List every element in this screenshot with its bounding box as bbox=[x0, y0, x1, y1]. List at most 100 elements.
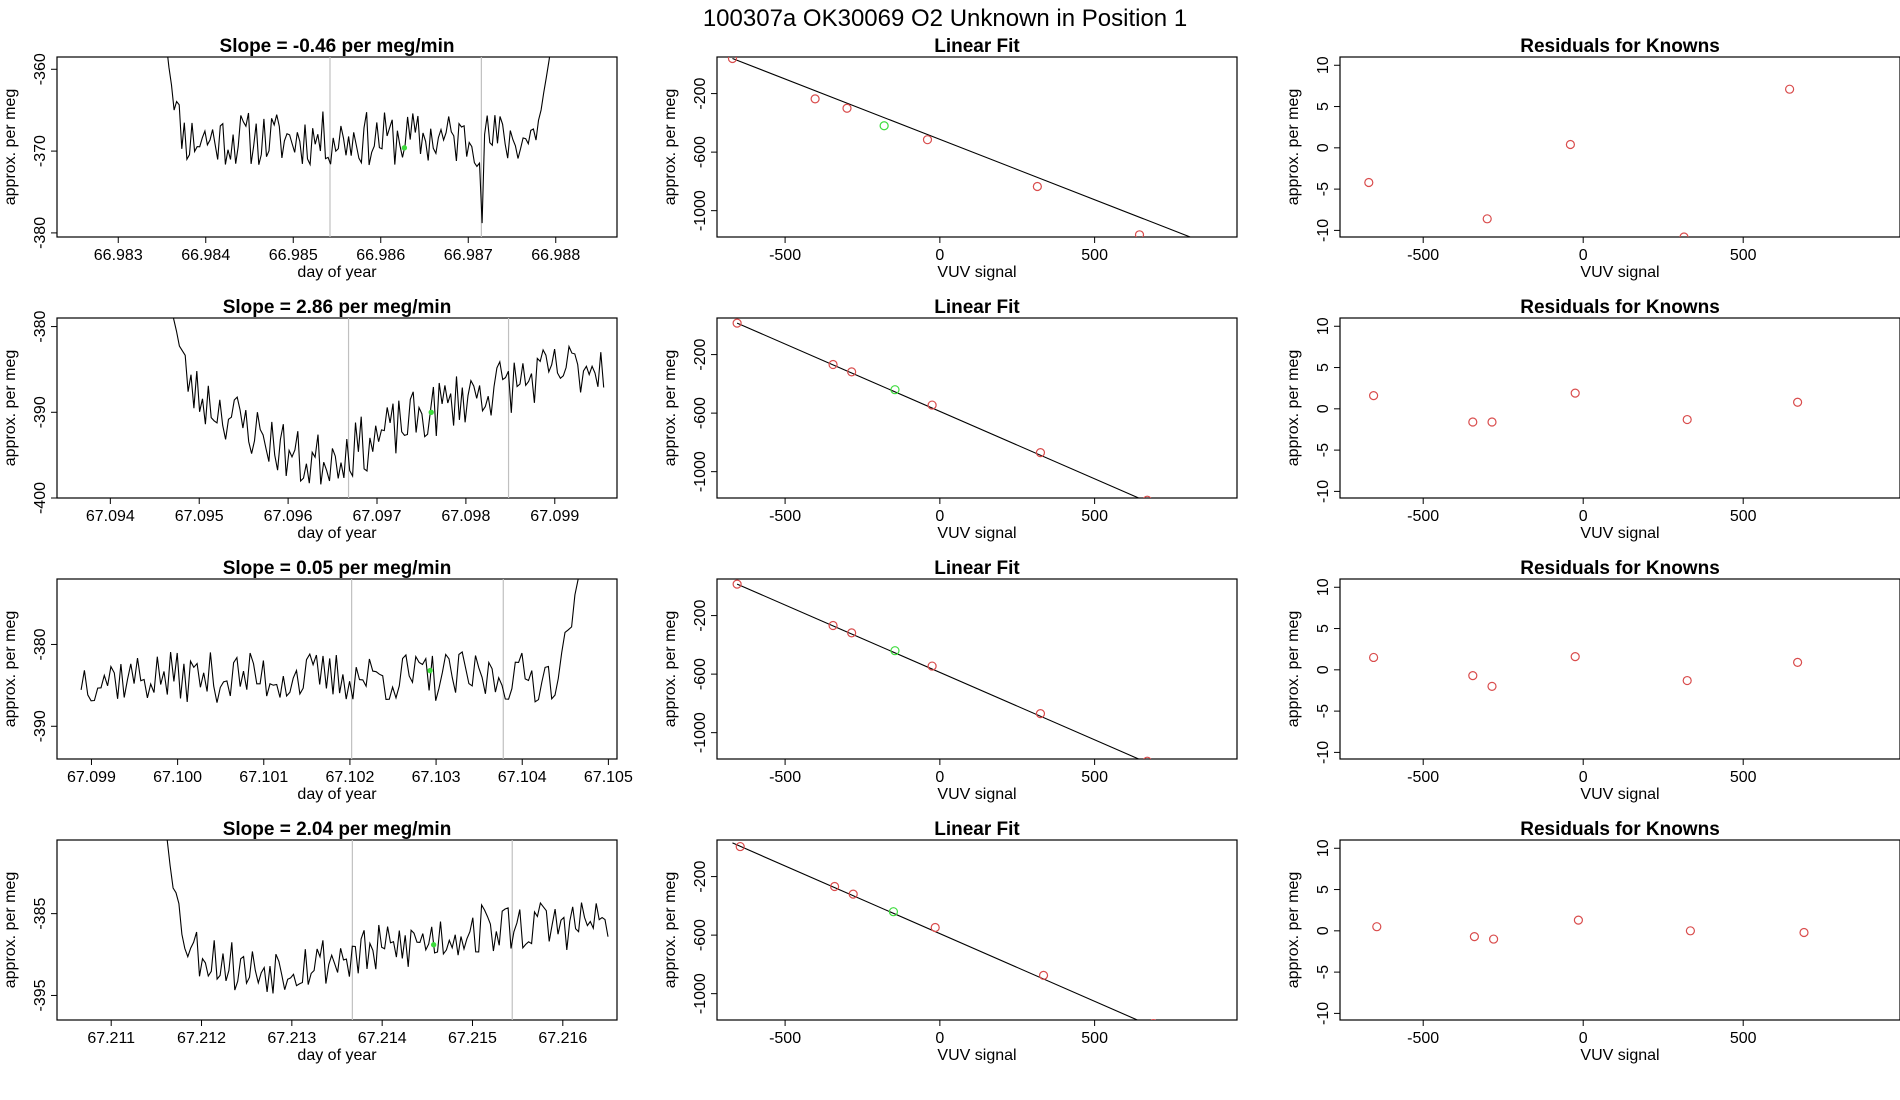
plot-area bbox=[732, 841, 1157, 1020]
y-axis-label: approx. per meg bbox=[662, 611, 679, 728]
y-tick-label: 0 bbox=[1315, 926, 1332, 935]
plot-area bbox=[80, 579, 579, 759]
plot-area bbox=[166, 840, 609, 1020]
x-tick-label: 67.215 bbox=[448, 1030, 497, 1047]
x-tick-label: 67.098 bbox=[441, 508, 490, 525]
panel-ts3: Slope = 0.05 per meg/min 67.099 67.100 67.1… bbox=[2, 558, 633, 803]
known-point bbox=[1792, 397, 1803, 407]
fit-line bbox=[732, 842, 1139, 1020]
x-tick-label: -500 bbox=[769, 247, 801, 264]
known-point bbox=[1143, 756, 1152, 759]
known-point bbox=[1368, 652, 1379, 663]
y-tick-label: 0 bbox=[1315, 665, 1332, 674]
known-point bbox=[1682, 675, 1692, 686]
known-point bbox=[1570, 388, 1580, 398]
known-point bbox=[727, 57, 738, 64]
y-tick-label: -10 bbox=[1315, 741, 1332, 764]
panel-fit2: Linear Fit -500 0 500 -200 -600 -1000 VUV signa… bbox=[662, 297, 1238, 542]
known-point bbox=[732, 318, 742, 328]
x-tick-label: 500 bbox=[1081, 247, 1108, 264]
known-point bbox=[848, 889, 858, 899]
x-tick-label: 67.105 bbox=[584, 769, 633, 786]
x-tick-label: 0 bbox=[1579, 247, 1588, 264]
known-point bbox=[732, 579, 742, 589]
panel-fit3: Linear Fit -500 0 500 -200 -600 -1000 VUV signa… bbox=[662, 558, 1238, 803]
y-tick-label: -5 bbox=[1315, 443, 1332, 457]
x-tick-label: -500 bbox=[769, 1030, 801, 1047]
y-axis-label: approx. per meg bbox=[2, 872, 19, 989]
x-axis-label: day of year bbox=[297, 525, 377, 542]
known-point bbox=[1469, 932, 1480, 942]
x-tick-label: 0 bbox=[1579, 769, 1588, 786]
x-axis-label: VUV signal bbox=[937, 1047, 1016, 1064]
y-axis-label: approx. per meg bbox=[1285, 89, 1302, 206]
known-point bbox=[927, 661, 937, 671]
x-tick-label: 67.211 bbox=[87, 1030, 135, 1047]
y-tick-label: -600 bbox=[692, 919, 709, 951]
y-tick-label: 0 bbox=[1315, 404, 1332, 413]
x-tick-label: 67.213 bbox=[267, 1030, 316, 1047]
y-tick-label: -5 bbox=[1315, 182, 1332, 196]
y-tick-label: -385 bbox=[32, 898, 49, 930]
y-tick-label: 10 bbox=[1315, 578, 1332, 596]
x-tick-label: 67.099 bbox=[67, 769, 116, 786]
x-axis-label: VUV signal bbox=[937, 786, 1016, 803]
known-point bbox=[1792, 657, 1803, 667]
unknown-point bbox=[879, 121, 889, 131]
plot-frame bbox=[56, 317, 618, 499]
x-tick-label: 66.986 bbox=[356, 247, 405, 264]
panel-title: Linear Fit bbox=[934, 36, 1020, 57]
known-point bbox=[842, 103, 852, 113]
y-tick-label: -600 bbox=[692, 136, 709, 168]
x-tick-label: 66.988 bbox=[531, 247, 580, 264]
panel-title: Residuals for Knowns bbox=[1520, 558, 1720, 579]
y-tick-label: -600 bbox=[692, 658, 709, 690]
known-point bbox=[735, 841, 745, 852]
panel-title: Slope = -0.46 per meg/min bbox=[220, 36, 455, 57]
y-tick-label: -10 bbox=[1315, 1002, 1332, 1025]
known-point bbox=[1035, 448, 1046, 458]
plot-frame bbox=[1339, 839, 1900, 1021]
x-tick-label: -500 bbox=[769, 769, 801, 786]
known-point bbox=[1487, 681, 1497, 691]
known-point bbox=[847, 628, 857, 638]
y-tick-label: 10 bbox=[1315, 56, 1332, 74]
known-point bbox=[1784, 84, 1795, 94]
x-tick-label: 67.214 bbox=[358, 1030, 407, 1047]
x-axis-label: VUV signal bbox=[1580, 786, 1659, 803]
plot-frame bbox=[716, 839, 1238, 1021]
y-tick-label: -1000 bbox=[692, 190, 709, 231]
x-tick-label: 0 bbox=[935, 1030, 944, 1047]
panel-res3: Residuals for Knowns -500 0 500 10 5 0 -5 -10 VUV… bbox=[1285, 558, 1900, 803]
x-tick-label: 67.102 bbox=[325, 769, 374, 786]
x-tick-label: 67.212 bbox=[177, 1030, 226, 1047]
unknown-point bbox=[890, 646, 900, 656]
panel-title: Linear Fit bbox=[934, 297, 1020, 318]
panel-title: Slope = 2.04 per meg/min bbox=[223, 819, 452, 840]
plot-area bbox=[727, 57, 1192, 237]
y-tick-label: 5 bbox=[1315, 102, 1332, 111]
plot-area bbox=[167, 57, 551, 237]
x-tick-label: 500 bbox=[1081, 769, 1108, 786]
x-tick-label: 67.103 bbox=[412, 769, 461, 786]
signal-trace bbox=[80, 579, 579, 703]
y-tick-label: -5 bbox=[1315, 965, 1332, 979]
y-tick-label: -10 bbox=[1315, 219, 1332, 242]
y-tick-label: -395 bbox=[32, 979, 49, 1011]
panel-fit1: Linear Fit -500 0 500 -200 -600 -1000 VUV signa… bbox=[662, 36, 1238, 281]
y-axis-label: approx. per meg bbox=[1285, 350, 1302, 467]
x-tick-label: 67.096 bbox=[264, 508, 313, 525]
known-point bbox=[1487, 417, 1497, 427]
y-tick-label: -360 bbox=[32, 53, 49, 85]
known-point bbox=[1685, 926, 1696, 936]
y-tick-label: -390 bbox=[32, 396, 49, 428]
x-tick-label: 0 bbox=[935, 769, 944, 786]
known-point bbox=[922, 135, 933, 145]
unknown-point bbox=[888, 907, 899, 917]
panel-fit4: Linear Fit -500 0 500 -200 -600 -1000 VUV signa… bbox=[662, 819, 1238, 1064]
known-point bbox=[1150, 1019, 1157, 1020]
panel-title: Slope = 2.86 per meg/min bbox=[223, 297, 452, 318]
x-tick-label: 66.987 bbox=[444, 247, 493, 264]
x-tick-label: 67.104 bbox=[498, 769, 547, 786]
